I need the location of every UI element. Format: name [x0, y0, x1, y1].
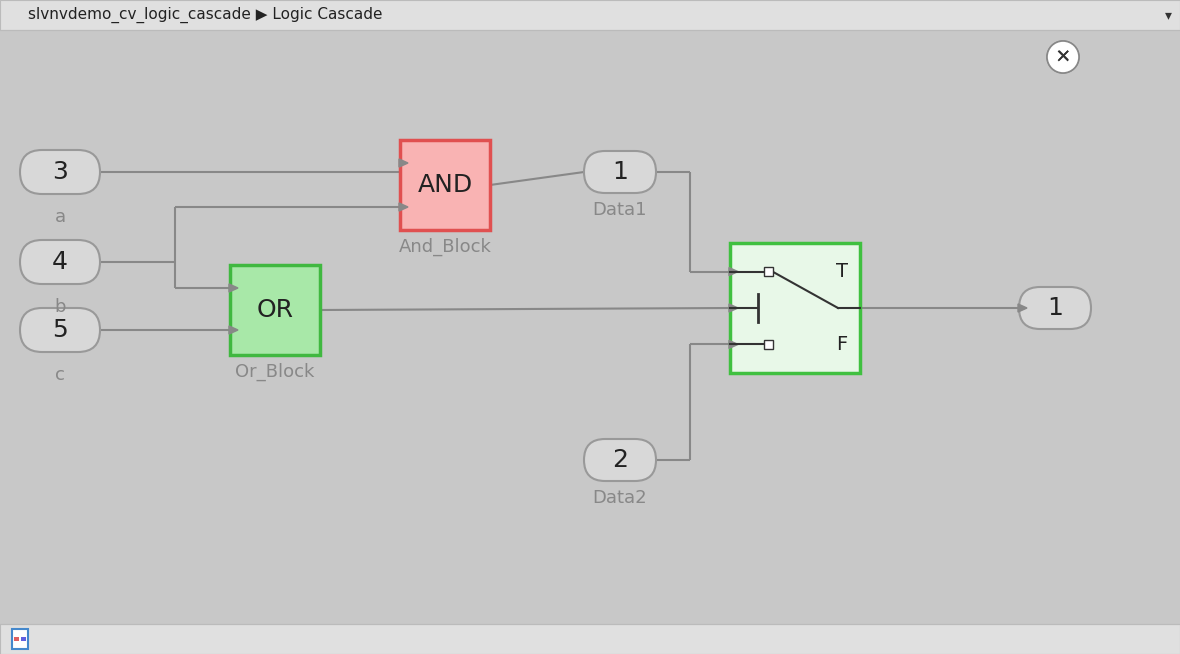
FancyBboxPatch shape	[20, 240, 100, 284]
Text: b: b	[54, 298, 66, 316]
FancyBboxPatch shape	[12, 629, 28, 649]
Text: 3: 3	[52, 160, 68, 184]
Text: ×: ×	[1055, 48, 1071, 67]
Text: 1: 1	[612, 160, 628, 184]
Bar	[763, 267, 773, 276]
Bar	[0, 0, 1180, 30]
Text: ▾: ▾	[1165, 8, 1172, 22]
Bar	[21, 637, 26, 641]
Text: Data2: Data2	[592, 489, 648, 507]
Text: c: c	[55, 366, 65, 384]
Polygon shape	[229, 326, 238, 334]
Text: 5: 5	[52, 318, 68, 342]
Text: 1: 1	[1047, 296, 1063, 320]
FancyBboxPatch shape	[584, 151, 656, 193]
FancyBboxPatch shape	[20, 308, 100, 352]
Bar	[0, 624, 1180, 654]
Polygon shape	[229, 284, 238, 292]
Bar	[14, 637, 19, 641]
FancyBboxPatch shape	[584, 439, 656, 481]
Circle shape	[1047, 41, 1079, 73]
Polygon shape	[729, 267, 738, 275]
Bar	[730, 243, 860, 373]
Polygon shape	[399, 203, 408, 211]
Text: ✕: ✕	[1055, 48, 1070, 66]
Text: Or_Block: Or_Block	[235, 363, 315, 381]
Text: AND: AND	[418, 173, 473, 197]
FancyBboxPatch shape	[1020, 287, 1092, 329]
Text: T: T	[835, 262, 848, 281]
Bar	[230, 265, 320, 355]
Text: slvnvdemo_cv_logic_cascade ▶ Logic Cascade: slvnvdemo_cv_logic_cascade ▶ Logic Casca…	[28, 7, 382, 23]
Polygon shape	[1018, 304, 1027, 312]
FancyBboxPatch shape	[20, 150, 100, 194]
Text: a: a	[54, 208, 66, 226]
Text: 4: 4	[52, 250, 68, 274]
Text: And_Block: And_Block	[399, 238, 491, 256]
Text: F: F	[837, 335, 847, 354]
Text: 2: 2	[612, 448, 628, 472]
Bar	[763, 340, 773, 349]
Polygon shape	[399, 159, 408, 167]
Text: Data1: Data1	[592, 201, 648, 219]
Polygon shape	[729, 340, 738, 349]
Bar	[400, 140, 490, 230]
Polygon shape	[729, 304, 738, 312]
Text: OR: OR	[256, 298, 294, 322]
Circle shape	[1047, 41, 1079, 73]
